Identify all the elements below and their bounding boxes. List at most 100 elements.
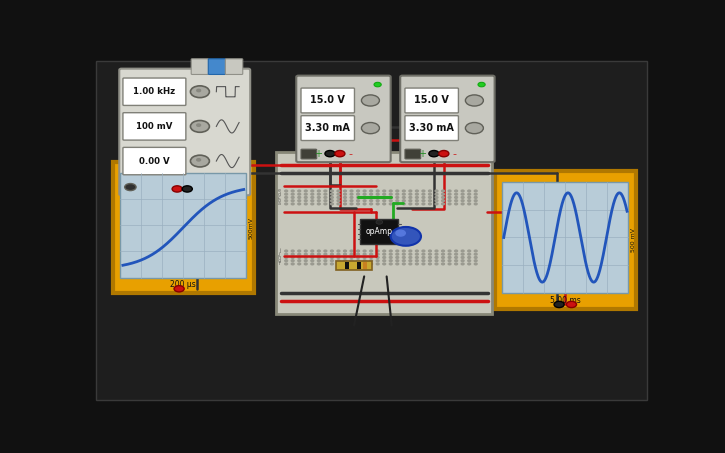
Circle shape [389, 190, 392, 192]
Circle shape [298, 197, 301, 198]
Circle shape [363, 260, 366, 261]
Circle shape [324, 263, 327, 265]
Circle shape [435, 260, 438, 261]
Text: f: f [278, 261, 281, 266]
Circle shape [337, 263, 340, 265]
Circle shape [402, 263, 405, 265]
Circle shape [304, 250, 307, 252]
Circle shape [383, 190, 386, 192]
Circle shape [422, 190, 425, 192]
Circle shape [422, 263, 425, 265]
Circle shape [324, 253, 327, 255]
Text: +: + [418, 149, 426, 159]
Circle shape [474, 193, 477, 195]
Circle shape [350, 250, 353, 252]
Circle shape [363, 197, 366, 198]
Circle shape [442, 203, 444, 205]
Circle shape [291, 197, 294, 198]
Bar [362, 262, 367, 269]
Circle shape [357, 263, 360, 265]
Circle shape [455, 193, 457, 195]
Circle shape [468, 190, 471, 192]
Circle shape [350, 197, 353, 198]
Circle shape [298, 203, 301, 205]
Circle shape [474, 250, 477, 252]
Circle shape [442, 253, 444, 255]
Circle shape [376, 197, 379, 198]
Circle shape [285, 203, 288, 205]
FancyBboxPatch shape [297, 76, 391, 162]
Circle shape [461, 193, 464, 195]
Circle shape [324, 197, 327, 198]
Circle shape [311, 193, 314, 195]
Circle shape [350, 256, 353, 258]
Circle shape [396, 190, 399, 192]
Circle shape [298, 253, 301, 255]
Circle shape [465, 122, 484, 134]
FancyBboxPatch shape [123, 113, 186, 140]
Circle shape [396, 230, 405, 236]
Circle shape [191, 86, 210, 97]
Circle shape [402, 260, 405, 261]
Circle shape [442, 200, 444, 202]
Circle shape [370, 190, 373, 192]
Text: 100 mV: 100 mV [136, 122, 173, 131]
Circle shape [298, 260, 301, 261]
Circle shape [304, 203, 307, 205]
Circle shape [409, 197, 412, 198]
Circle shape [409, 200, 412, 202]
Circle shape [357, 190, 360, 192]
Circle shape [474, 190, 477, 192]
Circle shape [324, 190, 327, 192]
Circle shape [370, 260, 373, 261]
Circle shape [285, 260, 288, 261]
Circle shape [291, 203, 294, 205]
Circle shape [428, 263, 431, 265]
Circle shape [318, 263, 320, 265]
Text: d: d [278, 192, 281, 197]
Circle shape [396, 203, 399, 205]
Circle shape [291, 190, 294, 192]
Circle shape [389, 256, 392, 258]
Circle shape [396, 250, 399, 252]
Circle shape [350, 263, 353, 265]
Text: g: g [278, 258, 281, 263]
Circle shape [435, 197, 438, 198]
Circle shape [402, 200, 405, 202]
Text: a: a [278, 202, 281, 207]
Circle shape [422, 250, 425, 252]
Circle shape [389, 193, 392, 195]
Circle shape [350, 253, 353, 255]
Bar [502, 182, 629, 293]
Circle shape [196, 89, 201, 92]
Circle shape [455, 260, 457, 261]
Circle shape [291, 260, 294, 261]
Circle shape [428, 250, 431, 252]
Circle shape [285, 250, 288, 252]
Circle shape [318, 253, 320, 255]
Circle shape [324, 203, 327, 205]
Circle shape [409, 263, 412, 265]
FancyBboxPatch shape [225, 59, 243, 74]
Circle shape [396, 256, 399, 258]
Circle shape [376, 200, 379, 202]
Circle shape [304, 253, 307, 255]
Circle shape [428, 253, 431, 255]
Circle shape [474, 263, 477, 265]
Circle shape [455, 256, 457, 258]
Circle shape [474, 256, 477, 258]
Circle shape [311, 253, 314, 255]
Circle shape [409, 193, 412, 195]
Circle shape [374, 82, 381, 87]
Circle shape [461, 190, 464, 192]
Circle shape [448, 263, 451, 265]
Circle shape [435, 263, 438, 265]
Circle shape [376, 263, 379, 265]
Circle shape [554, 301, 564, 308]
Circle shape [474, 203, 477, 205]
Circle shape [383, 200, 386, 202]
Circle shape [389, 260, 392, 261]
Circle shape [474, 200, 477, 202]
Circle shape [415, 253, 418, 255]
Circle shape [363, 263, 366, 265]
